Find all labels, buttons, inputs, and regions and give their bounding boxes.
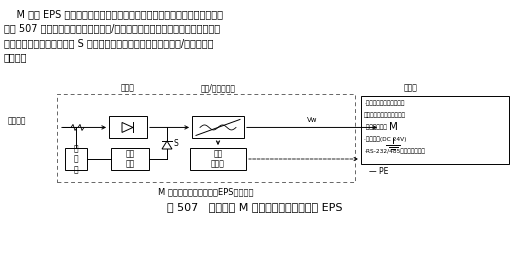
- Bar: [109, 116, 147, 139]
- Text: 动，自动代态（无须钮动）: 动，自动代态（无须钮动）: [364, 112, 406, 117]
- Text: ·以各信号（常开合接闭了: ·以各信号（常开合接闭了: [364, 100, 404, 105]
- Text: M 系列电机专用变频输出EPS原理简图: M 系列电机专用变频输出EPS原理简图: [158, 187, 254, 196]
- Text: 逆变/变频启动器: 逆变/变频启动器: [200, 83, 236, 92]
- Text: 三相市电: 三相市电: [8, 116, 27, 125]
- Bar: [361, 96, 509, 164]
- Text: — PE: — PE: [369, 167, 388, 176]
- Text: 蓄电
池组: 蓄电 池组: [125, 149, 134, 169]
- Bar: [57, 94, 355, 182]
- Bar: [190, 148, 246, 170]
- Circle shape: [382, 116, 404, 139]
- Text: ·动前处法(DC 24V): ·动前处法(DC 24V): [364, 136, 406, 142]
- Text: ·RS-232/485行通机接口可选: ·RS-232/485行通机接口可选: [364, 148, 425, 154]
- Text: 电动机: 电动机: [404, 83, 418, 92]
- Text: 电动机。: 电动机。: [4, 53, 28, 62]
- Bar: [111, 148, 149, 170]
- Text: 控制
和监测: 控制 和监测: [211, 149, 225, 169]
- Bar: [192, 116, 244, 139]
- Bar: [65, 148, 87, 170]
- Text: M: M: [388, 123, 398, 132]
- Text: S: S: [173, 139, 178, 148]
- Text: ·正常器材启动: ·正常器材启动: [364, 124, 387, 129]
- Text: Vw: Vw: [307, 117, 317, 123]
- Text: 如图 507 所示，市电正常时，经逆变/变频器直接驱动电动机负荷。市电不正常: 如图 507 所示，市电正常时，经逆变/变频器直接驱动电动机负荷。市电不正常: [4, 23, 220, 33]
- Text: 图 507   合肥阳光 M 系列电机专用变频输出 EPS: 图 507 合肥阳光 M 系列电机专用变频输出 EPS: [167, 202, 343, 212]
- Text: 整流器: 整流器: [121, 83, 135, 92]
- Text: 时，由控制电路检测并控制 S 闭合，切换到蓄电池组供电，经逆变/变频器驱动: 时，由控制电路检测并控制 S 闭合，切换到蓄电池组供电，经逆变/变频器驱动: [4, 38, 214, 48]
- Text: 发
电
机: 发 电 机: [74, 144, 78, 174]
- Text: M 系列 EPS 专门为电动机负载设计，可避免电机负荷对电源的冲击。原理: M 系列 EPS 专门为电动机负载设计，可避免电机负荷对电源的冲击。原理: [4, 9, 223, 19]
